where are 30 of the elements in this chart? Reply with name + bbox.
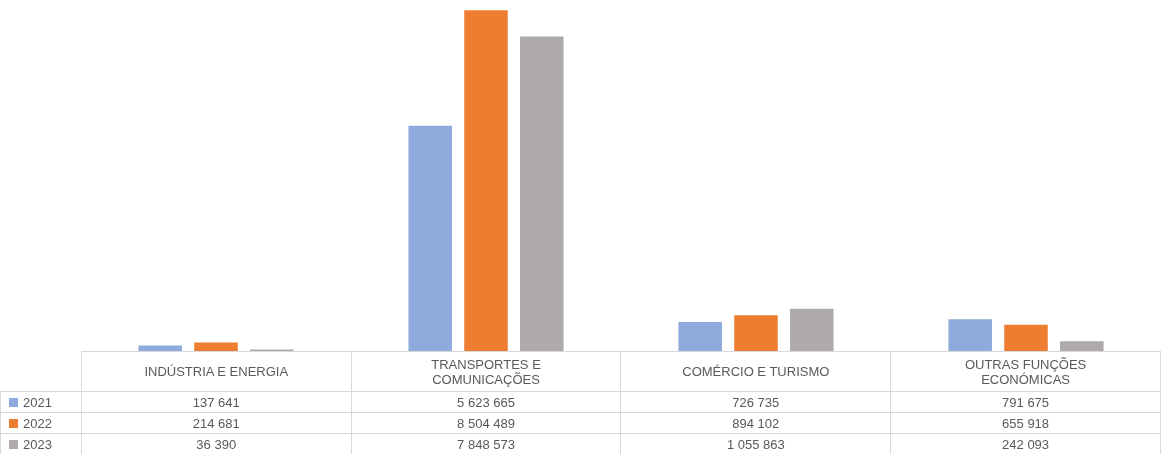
bar	[464, 10, 508, 351]
data-label: 5 623 665	[351, 391, 621, 413]
legend-label: 2022	[0, 412, 82, 434]
data-label: 137 641	[81, 391, 352, 413]
data-label: 242 093	[890, 433, 1161, 454]
bar	[734, 315, 778, 351]
legend-label: 2021	[0, 391, 82, 413]
data-label: 7 848 573	[351, 433, 621, 454]
data-label: 1 055 863	[620, 433, 891, 454]
bar	[1004, 324, 1048, 351]
data-label: 791 675	[890, 391, 1161, 413]
bar	[1060, 341, 1104, 351]
data-label: 36 390	[81, 433, 352, 454]
data-label: 655 918	[890, 412, 1161, 434]
data-label: 894 102	[620, 412, 891, 434]
bar	[138, 345, 182, 351]
x-tick-label: INDÚSTRIA E ENERGIA	[81, 351, 352, 392]
data-label: 214 681	[81, 412, 352, 434]
bar	[520, 36, 564, 351]
bar	[194, 342, 238, 351]
x-tick-label: TRANSPORTES E COMUNICAÇÕES	[351, 351, 621, 392]
legend-label: 2023	[0, 433, 82, 454]
data-label: 726 735	[620, 391, 891, 413]
x-tick-label: COMÉRCIO E TURISMO	[620, 351, 891, 392]
x-tick-label: OUTRAS FUNÇÕES ECONÓMICAS	[890, 351, 1161, 392]
bar	[948, 319, 992, 351]
bar	[408, 125, 452, 351]
bar	[678, 321, 722, 351]
bar	[790, 308, 834, 351]
data-label: 8 504 489	[351, 412, 621, 434]
